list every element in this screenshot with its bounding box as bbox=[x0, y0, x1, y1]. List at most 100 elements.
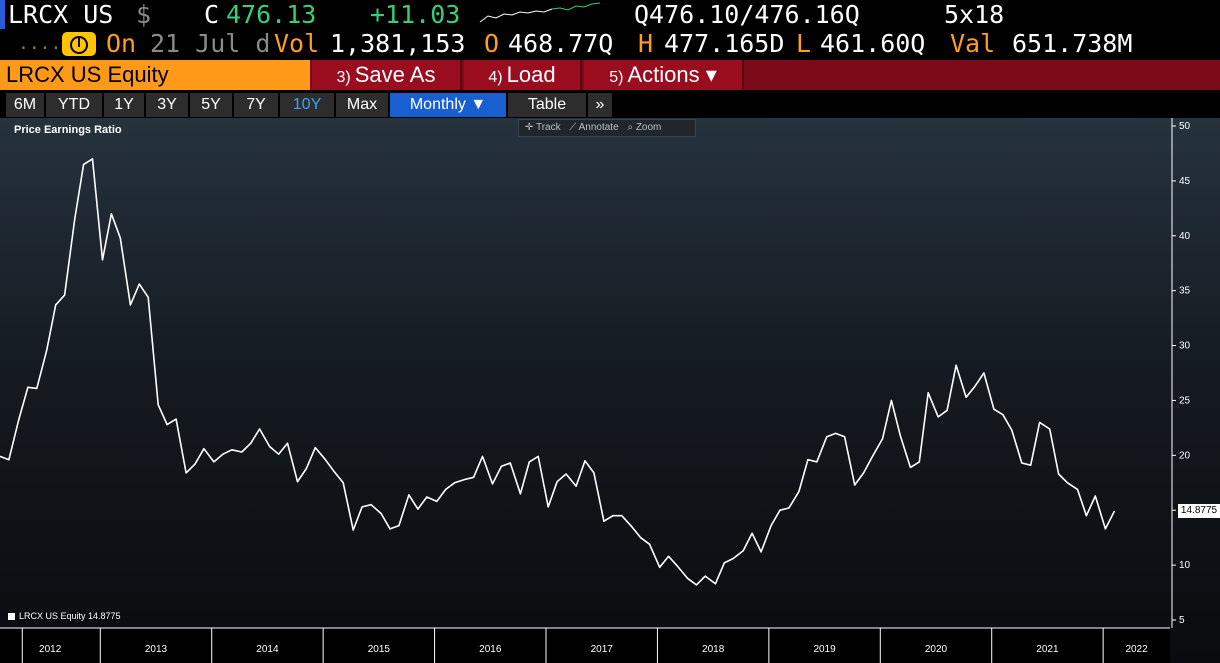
data-point bbox=[1030, 464, 1032, 466]
data-point bbox=[760, 551, 762, 553]
high-label: H bbox=[638, 29, 654, 58]
data-point bbox=[909, 466, 911, 469]
data-point bbox=[138, 283, 140, 285]
table-button[interactable]: Table bbox=[508, 93, 586, 117]
range-1y[interactable]: 1Y bbox=[104, 93, 144, 117]
range-max[interactable]: Max bbox=[336, 93, 388, 117]
more-button[interactable]: » bbox=[588, 93, 612, 117]
range-bar: 6M YTD 1Y 3Y 5Y 7Y 10Y Max Monthly ▼ Tab… bbox=[0, 91, 1220, 118]
range-10y[interactable]: 10Y bbox=[280, 93, 334, 117]
data-point bbox=[417, 508, 419, 510]
zoom-tool[interactable]: ⌕ Zoom bbox=[627, 122, 662, 133]
x-tick-label: 2013 bbox=[145, 644, 168, 655]
data-point bbox=[472, 476, 475, 478]
data-point bbox=[528, 461, 530, 463]
dots: ..... bbox=[18, 33, 73, 54]
data-point bbox=[129, 304, 131, 306]
data-point bbox=[1104, 528, 1106, 530]
legend-label: LRCX US Equity 14.8775 bbox=[19, 611, 121, 621]
data-point bbox=[342, 482, 344, 484]
data-point bbox=[983, 372, 985, 374]
annotate-tool[interactable]: ⟋ Annotate bbox=[569, 122, 619, 133]
data-point bbox=[676, 565, 679, 567]
track-tool[interactable]: ✛ Track bbox=[525, 122, 561, 133]
range-5y[interactable]: 5Y bbox=[190, 93, 232, 117]
data-point bbox=[854, 484, 856, 486]
y-tick-label: 10 bbox=[1179, 560, 1191, 571]
data-point bbox=[361, 506, 363, 508]
quote-line-1: LRCX US $ C 476.13 +11.03 Q476.10/476.16… bbox=[0, 0, 1220, 29]
data-point bbox=[110, 213, 113, 215]
data-point bbox=[955, 364, 957, 366]
data-point bbox=[946, 409, 948, 411]
quote-line-2: ..... On 21 Jul d Vol 1,381,153 O 468.77… bbox=[0, 29, 1220, 59]
data-point bbox=[0, 455, 1, 458]
alert-icon[interactable] bbox=[62, 32, 96, 56]
data-point bbox=[82, 163, 85, 166]
data-point bbox=[324, 459, 326, 461]
x-tick-label: 2021 bbox=[1036, 644, 1059, 655]
data-point bbox=[222, 453, 224, 455]
period-dropdown[interactable]: Monthly ▼ bbox=[390, 93, 506, 117]
data-point bbox=[426, 496, 428, 498]
chart-area[interactable] bbox=[0, 118, 1220, 663]
on-label: On bbox=[106, 29, 137, 58]
data-point bbox=[993, 408, 995, 410]
data-point bbox=[881, 438, 884, 440]
high-value: 477.165D bbox=[664, 29, 785, 58]
data-point bbox=[1057, 473, 1060, 475]
data-point bbox=[714, 583, 716, 585]
val-label: Val bbox=[950, 29, 996, 58]
data-point bbox=[185, 472, 187, 474]
actions-number: 5) bbox=[609, 69, 624, 86]
security-field[interactable]: LRCX US Equity bbox=[0, 60, 310, 90]
actions-button[interactable]: 5) Actions ▾ bbox=[584, 60, 744, 90]
data-point bbox=[269, 445, 271, 448]
range-7y[interactable]: 7Y bbox=[234, 93, 278, 117]
range-6m[interactable]: 6M bbox=[6, 93, 44, 117]
data-point bbox=[147, 296, 149, 298]
data-point bbox=[157, 404, 159, 406]
range-ytd[interactable]: YTD bbox=[46, 93, 102, 117]
data-point bbox=[509, 462, 511, 464]
data-point bbox=[890, 399, 893, 402]
data-point bbox=[101, 259, 104, 261]
data-point bbox=[305, 467, 308, 470]
x-tick-label: 2012 bbox=[39, 644, 62, 655]
actions-label: Actions ▾ bbox=[627, 62, 717, 87]
data-point bbox=[826, 436, 828, 438]
data-point bbox=[241, 451, 243, 453]
data-point bbox=[436, 500, 438, 503]
save-as-button[interactable]: 3) Save As bbox=[312, 60, 462, 90]
data-point bbox=[175, 418, 177, 420]
x-tick-label: 2020 bbox=[925, 644, 948, 655]
data-point bbox=[816, 461, 818, 463]
focus-indicator bbox=[0, 0, 5, 29]
chart-title: Price Earnings Ratio bbox=[14, 124, 122, 136]
data-point bbox=[575, 485, 577, 487]
save-as-number: 3) bbox=[336, 69, 351, 86]
last-value-label: 14.8775 bbox=[1178, 504, 1220, 518]
data-point bbox=[593, 472, 595, 474]
data-point bbox=[927, 392, 929, 394]
data-point bbox=[556, 481, 558, 483]
load-button[interactable]: 4) Load bbox=[464, 60, 582, 90]
data-point bbox=[899, 434, 901, 437]
data-point bbox=[481, 455, 484, 458]
data-point bbox=[612, 515, 614, 517]
data-point bbox=[937, 416, 939, 418]
y-tick-label: 35 bbox=[1179, 286, 1191, 297]
data-point bbox=[286, 442, 289, 444]
data-point bbox=[408, 494, 410, 496]
data-point bbox=[1076, 488, 1079, 490]
load-label: Load bbox=[506, 62, 556, 87]
data-point bbox=[565, 473, 567, 475]
data-point bbox=[547, 506, 549, 508]
data-point bbox=[844, 436, 846, 438]
load-number: 4) bbox=[488, 69, 503, 86]
data-point bbox=[835, 432, 837, 434]
ticker[interactable]: LRCX US bbox=[8, 0, 114, 29]
x-tick-label: 2014 bbox=[256, 644, 279, 655]
range-3y[interactable]: 3Y bbox=[146, 93, 188, 117]
